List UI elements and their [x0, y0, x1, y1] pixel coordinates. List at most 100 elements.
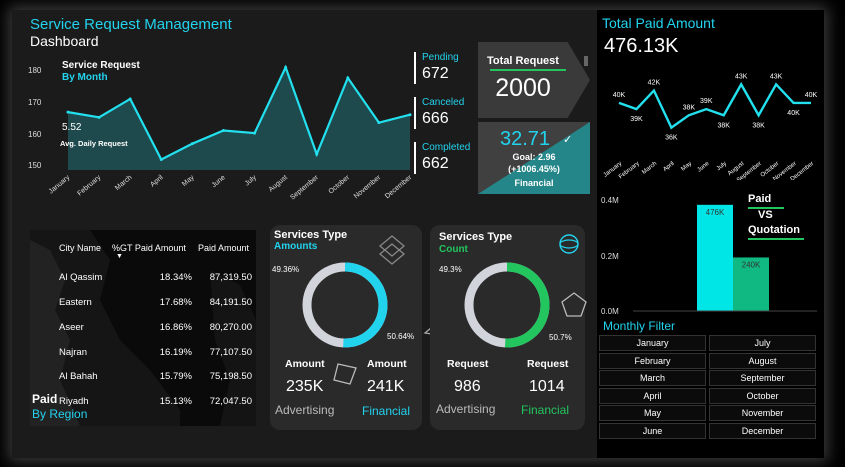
card-title: Services Type [439, 231, 513, 243]
card-subtitle: Amounts [274, 241, 318, 252]
pvq-title-3: Quotation [748, 224, 800, 236]
filter-month[interactable]: October [709, 387, 816, 404]
sort-down-icon[interactable]: ▼ [116, 253, 123, 260]
filter-month[interactable]: April [599, 387, 706, 404]
filter-month[interactable]: July [709, 335, 816, 351]
service-request-plot: January February March April May June July Augu… [48, 64, 414, 202]
table-row[interactable]: Eastern 17.68% 84,191.50 [30, 297, 256, 311]
data-point [408, 113, 412, 117]
financial-kpi-label: Financial [514, 178, 554, 188]
paid-amount-line-chart: 40K39K42K36K38K39K38K43K38K43K40K40KJanu… [603, 73, 818, 180]
x-tick: August [268, 174, 289, 193]
cell-city: Al Bahah [59, 371, 98, 382]
data-label: 38K [752, 122, 765, 129]
chart-subtitle: By Month [62, 72, 108, 83]
cell-city: Al Qassim [59, 272, 103, 283]
financial-kpi-delta: (+1006.45%) [508, 164, 560, 174]
cell-pct: 15.79% [159, 371, 192, 382]
filter-month[interactable]: May [599, 405, 706, 421]
x-tick: May [680, 161, 693, 173]
cell-pct: 16.86% [159, 322, 192, 333]
table-row[interactable]: Aseer 16.86% 80,270.00 [30, 322, 256, 336]
left-category: Advertising [275, 403, 335, 417]
table-row[interactable]: Al Qassim 18.34% 87,319.50 [30, 272, 256, 286]
series-line [67, 64, 411, 161]
filter-month[interactable]: December [709, 422, 816, 439]
data-point [97, 115, 101, 119]
area-fill [68, 67, 410, 170]
y-tick: 180 [28, 66, 42, 75]
x-tick: March [114, 174, 133, 192]
cell-amount: 87,319.50 [209, 272, 252, 283]
filter-month[interactable]: January [599, 335, 706, 351]
data-label: 42K [648, 80, 661, 87]
x-tick: November [353, 174, 383, 201]
x-tick: April [662, 161, 675, 173]
col-header-city[interactable]: City Name [59, 243, 102, 253]
avg-label: Avg. Daily Request [60, 139, 128, 148]
right-label: Request [527, 358, 569, 370]
status-label: Completed [422, 142, 471, 153]
right-value: 241K [367, 378, 405, 395]
pvq-title-1: Paid [748, 193, 772, 205]
filter-month[interactable]: February [599, 352, 706, 369]
status-label: Canceled [422, 97, 465, 108]
x-tick: September [289, 174, 320, 202]
left-pct: 49.3% [439, 265, 462, 274]
cell-amount: 72,047.50 [209, 396, 252, 407]
paid-amount-title: Total Paid Amount [602, 15, 715, 31]
data-label: 40K [805, 92, 818, 99]
table-row[interactable]: Riyadh 15.13% 72,047.50 [30, 396, 256, 410]
left-value: 235K [286, 378, 324, 395]
cell-amount: 75,198.50 [209, 371, 252, 382]
status-value: 662 [422, 155, 449, 172]
region-panel: City Name %GT Paid Amount ▼ Paid Amount … [30, 230, 256, 426]
services-amount-card [270, 225, 422, 430]
status-value: 666 [422, 110, 449, 127]
count-donut [464, 262, 550, 348]
x-tick: April [149, 174, 165, 189]
bar-label: 240K [742, 260, 761, 269]
y-tick: 150 [28, 161, 42, 170]
data-label: 36K [665, 135, 678, 142]
card-title: Services Type [274, 229, 348, 241]
scroll-marker [584, 56, 588, 66]
data-label: 39K [700, 98, 713, 105]
rhombus-icon [333, 363, 357, 385]
filter-month[interactable]: November [709, 405, 816, 421]
cell-amount: 80,270.00 [209, 322, 252, 333]
table-row[interactable]: Al Bahah 15.79% 75,198.50 [30, 371, 256, 385]
monthly-filter-title: Monthly Filter [603, 319, 676, 333]
x-tick: June [697, 160, 711, 173]
col-header-amount[interactable]: Paid Amount [198, 243, 250, 253]
pvq-underline-2 [748, 238, 804, 240]
filter-month[interactable]: June [599, 422, 706, 439]
services-count-card [430, 225, 585, 430]
app-title: Service Request Management [30, 16, 232, 33]
x-tick: February [76, 174, 102, 198]
filter-month[interactable]: August [709, 352, 816, 369]
x-tick: July [244, 174, 258, 188]
right-pct: 50.7% [549, 333, 572, 342]
y-tick: 0.0M [601, 307, 619, 316]
filter-month[interactable]: March [599, 370, 706, 386]
data-label: 38K [683, 104, 696, 111]
right-panel: Total Paid Amount 476.13K 40K 39K 42K 36K 38… [597, 10, 824, 458]
cell-pct: 16.19% [159, 347, 192, 358]
paid-vs-quotation-chart: 476K 240K [633, 204, 817, 312]
data-point [159, 157, 163, 161]
financial-kpi-value: 32.71 [500, 128, 551, 150]
page-title: Dashboard [30, 33, 99, 49]
cell-pct: 17.68% [159, 297, 192, 308]
filter-month[interactable]: September [709, 370, 816, 386]
layers-icon [378, 235, 406, 265]
data-point [315, 152, 319, 156]
col-header-pct[interactable]: %GT Paid Amount [112, 243, 186, 253]
table-row[interactable]: Najran 16.19% 77,107.50 [30, 347, 256, 361]
total-request-card [478, 42, 590, 118]
data-label: 43K [770, 73, 783, 80]
total-request-underline [490, 69, 566, 71]
cell-city: Eastern [59, 297, 92, 308]
right-label: Amount [367, 358, 407, 370]
amount-donut [302, 262, 388, 348]
